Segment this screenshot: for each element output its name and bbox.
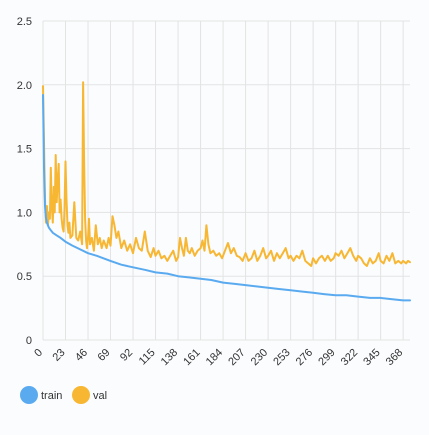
x-tick-label: 230: [249, 347, 270, 368]
x-tick-label: 69: [96, 347, 113, 364]
x-tick-label: 138: [159, 347, 180, 368]
y-tick-label: 1.0: [17, 207, 32, 219]
x-tick-label: 46: [73, 347, 90, 364]
y-axis-ticks: 0 0.5 1.0 1.5 2.0 2.5: [17, 16, 32, 347]
series-line-train: [42, 94, 411, 302]
x-tick-label: 322: [339, 347, 360, 368]
legend-label-train[interactable]: train: [41, 390, 62, 402]
x-tick-label: 92: [118, 347, 135, 364]
series-line-val: [42, 81, 411, 267]
x-axis-ticks: 0 23 46 69 92 115 138 161 184 207 230 253 276 299 322 3…: [32, 347, 405, 368]
x-tick-label: 345: [361, 347, 382, 368]
y-tick-label: 1.5: [17, 144, 32, 156]
y-tick-label: 2.5: [17, 16, 32, 28]
x-tick-label: 161: [181, 347, 202, 368]
x-tick-label: 299: [316, 347, 337, 368]
y-tick-label: 0.5: [17, 271, 32, 283]
legend-marker-train[interactable]: [20, 386, 38, 404]
legend: train val: [20, 386, 107, 404]
series-lines: [42, 81, 411, 302]
x-tick-label: 207: [226, 347, 247, 368]
x-tick-label: 115: [137, 347, 158, 368]
legend-marker-val[interactable]: [72, 386, 90, 404]
x-tick-label: 0: [32, 347, 45, 360]
x-tick-label: 23: [50, 347, 67, 364]
grid: [42, 20, 410, 341]
x-tick-label: 184: [204, 347, 225, 368]
x-tick-label: 276: [294, 347, 315, 368]
y-tick-label: 2.0: [17, 80, 32, 92]
x-tick-label: 368: [384, 347, 405, 368]
y-tick-label: 0: [26, 335, 32, 347]
x-tick-label: 253: [271, 347, 292, 368]
legend-label-val[interactable]: val: [93, 390, 107, 402]
